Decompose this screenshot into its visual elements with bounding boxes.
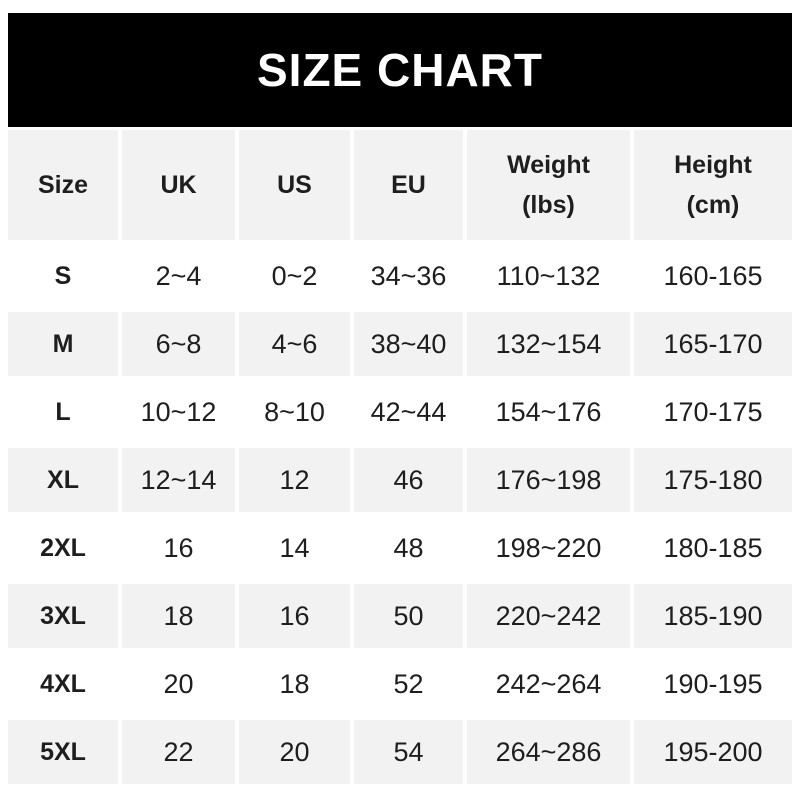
cell-uk: 6~8 xyxy=(122,312,235,376)
cell-weight: 264~286 xyxy=(467,720,630,784)
cell-size: M xyxy=(8,312,118,376)
cell-height: 190-195 xyxy=(634,652,792,716)
cell-size: 3XL xyxy=(8,584,118,648)
cell-height: 195-200 xyxy=(634,720,792,784)
cell-weight: 154~176 xyxy=(467,380,630,444)
cell-uk: 22 xyxy=(122,720,235,784)
size-chart-banner: SIZE CHART xyxy=(8,13,792,127)
cell-height: 175-180 xyxy=(634,448,792,512)
cell-weight: 176~198 xyxy=(467,448,630,512)
column-header-label: US xyxy=(277,171,312,199)
column-header-size: Size xyxy=(8,130,118,240)
column-header-height: Height (cm) xyxy=(634,130,792,240)
cell-uk: 18 xyxy=(122,584,235,648)
cell-height: 165-170 xyxy=(634,312,792,376)
column-header-label: UK xyxy=(160,171,197,199)
cell-height: 170-175 xyxy=(634,380,792,444)
cell-eu: 48 xyxy=(354,516,463,580)
column-header-label: Height xyxy=(674,151,752,179)
cell-uk: 16 xyxy=(122,516,235,580)
cell-weight: 132~154 xyxy=(467,312,630,376)
cell-eu: 38~40 xyxy=(354,312,463,376)
cell-height: 160-165 xyxy=(634,244,792,308)
cell-size: XL xyxy=(8,448,118,512)
cell-uk: 10~12 xyxy=(122,380,235,444)
cell-uk: 12~14 xyxy=(122,448,235,512)
column-header-us: US xyxy=(239,130,350,240)
cell-us: 0~2 xyxy=(239,244,350,308)
column-header-label: Weight xyxy=(507,151,590,179)
page-title: SIZE CHART xyxy=(257,44,543,96)
cell-weight: 110~132 xyxy=(467,244,630,308)
cell-eu: 52 xyxy=(354,652,463,716)
cell-uk: 20 xyxy=(122,652,235,716)
cell-size: L xyxy=(8,380,118,444)
column-header-label: EU xyxy=(391,171,426,199)
cell-eu: 50 xyxy=(354,584,463,648)
cell-us: 20 xyxy=(239,720,350,784)
cell-eu: 54 xyxy=(354,720,463,784)
cell-eu: 34~36 xyxy=(354,244,463,308)
size-chart-table: Size UK US EU Weight (lbs) Height (cm) S… xyxy=(8,130,792,784)
cell-us: 8~10 xyxy=(239,380,350,444)
column-header-subline: (lbs) xyxy=(522,191,575,219)
cell-us: 14 xyxy=(239,516,350,580)
cell-eu: 46 xyxy=(354,448,463,512)
cell-us: 16 xyxy=(239,584,350,648)
column-header-label: Size xyxy=(37,171,89,199)
cell-weight: 242~264 xyxy=(467,652,630,716)
cell-uk: 2~4 xyxy=(122,244,235,308)
cell-height: 180-185 xyxy=(634,516,792,580)
cell-height: 185-190 xyxy=(634,584,792,648)
cell-us: 4~6 xyxy=(239,312,350,376)
cell-size: 4XL xyxy=(8,652,118,716)
cell-us: 18 xyxy=(239,652,350,716)
column-header-subline: (cm) xyxy=(686,191,740,219)
column-header-weight: Weight (lbs) xyxy=(467,130,630,240)
cell-weight: 198~220 xyxy=(467,516,630,580)
cell-weight: 220~242 xyxy=(467,584,630,648)
column-header-uk: UK xyxy=(122,130,235,240)
cell-size: 5XL xyxy=(8,720,118,784)
column-header-eu: EU xyxy=(354,130,463,240)
cell-size: S xyxy=(8,244,118,308)
cell-eu: 42~44 xyxy=(354,380,463,444)
cell-size: 2XL xyxy=(8,516,118,580)
cell-us: 12 xyxy=(239,448,350,512)
